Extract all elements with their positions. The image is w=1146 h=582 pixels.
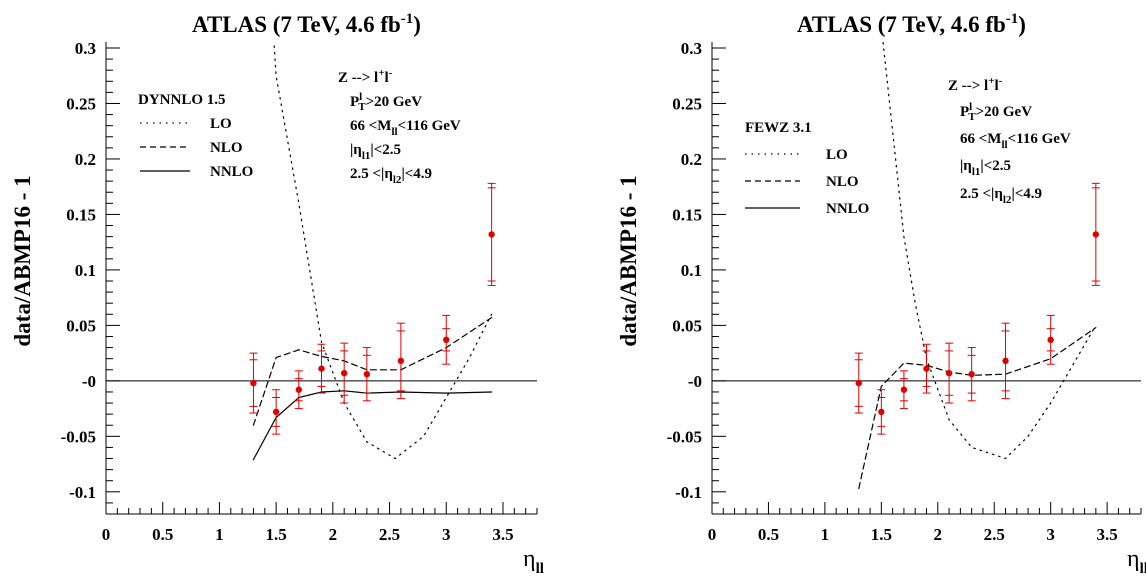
series-line-lo	[273, 42, 493, 460]
legend-title: DYNNLO 1.5	[138, 92, 226, 108]
y-tick-label: -0	[82, 372, 96, 391]
data-point	[1092, 231, 1100, 238]
data-point	[318, 365, 325, 372]
chart-panel-dynnlo: 0 0.5 1 1.5 2 2.5 3 3.5 0.3 0.25 0.2 0.15 0.1 0.05 -0 -…	[10, 11, 544, 577]
data-point	[878, 408, 885, 416]
chart-fewz: 0 0.5 1 1.5 2 2.5 3 3.5 0.3 0.25 0.2 0.15 0.1 0.05 -0 -…	[616, 11, 1146, 577]
chart-title: ATLAS (7 TeV, 4.6 fb-1)	[192, 11, 421, 37]
legend-label-nnlo: NNLO	[210, 164, 253, 180]
curves	[858, 42, 1097, 490]
x-tick-label: 3	[1046, 525, 1055, 544]
y-tick-label: 0.3	[681, 39, 702, 58]
legend-label-nnlo: NNLO	[826, 201, 869, 217]
y-tick-label: -0.1	[675, 483, 702, 502]
legend-label-lo: LO	[826, 147, 848, 163]
x-tick-label: 0.5	[152, 525, 173, 544]
series-line-lo	[882, 42, 1097, 460]
data-point	[1002, 357, 1009, 365]
data-point	[363, 371, 371, 378]
y-tick-label: 0.25	[66, 94, 96, 113]
data-point	[923, 365, 930, 372]
chart-title: ATLAS (7 TeV, 4.6 fb-1)	[797, 11, 1026, 37]
x-tick-label: 3.5	[492, 525, 513, 544]
data-point	[443, 336, 450, 344]
annotation-4: 2.5 <|ηl2|<4.9	[960, 186, 1042, 206]
y-tick-label: -0	[688, 372, 702, 391]
y-axis-label: data/ABMP16 - 1	[10, 175, 35, 346]
x-tick-label: 1	[215, 525, 224, 544]
annotation-4: 2.5 <|ηl2|<4.9	[350, 166, 432, 186]
y-tick-label: 0.05	[66, 316, 96, 335]
annotation-3: |ηl1|<2.5	[350, 142, 401, 162]
annotation-1: Pl T>20 GeV	[960, 101, 1032, 123]
data-point	[295, 386, 303, 393]
x-axis-label: ηll	[523, 546, 544, 577]
series-line-nlo	[858, 327, 1097, 490]
x-tick-label: 2.5	[379, 525, 400, 544]
data-point	[250, 379, 257, 387]
x-tick-label: 3	[442, 525, 451, 544]
legend-label-nlo: NLO	[826, 174, 859, 190]
plot-group: 0 0.5 1 1.5 2 2.5 3 3.5 0.3 0.25 0.2 0.15 0.1 0.05 -0 -…	[10, 11, 544, 577]
x-tick-label: 1.5	[871, 525, 892, 544]
annotation-2: 66 <Mll<116 GeV	[960, 131, 1071, 151]
annotation-1: Pl T>20 GeV	[350, 91, 422, 113]
data-point	[968, 371, 975, 378]
x-tick-label: 2	[934, 525, 943, 544]
curves	[252, 42, 493, 461]
y-tick-label: 0.1	[681, 261, 702, 280]
series-line-nnlo	[252, 390, 493, 461]
y-tick-label: 0.2	[75, 150, 96, 169]
data-point	[855, 379, 862, 387]
annotation-0: Z --> l+l-	[948, 75, 1003, 94]
x-tick-label: 0	[102, 525, 111, 544]
y-tick-label: 0.25	[672, 94, 702, 113]
y-tick-label: 0.3	[75, 39, 96, 58]
y-axis-label: data/ABMP16 - 1	[616, 175, 641, 346]
series-line-nlo	[252, 317, 493, 426]
annotation-0: Z --> l+l-	[338, 67, 393, 86]
x-tick-label: 1	[821, 525, 830, 544]
x-tick-label: 2.5	[984, 525, 1005, 544]
data-point	[397, 357, 405, 365]
x-tick-label: 2	[329, 525, 338, 544]
legend-label-nlo: NLO	[210, 140, 243, 156]
annotation-3: |ηl1|<2.5	[960, 158, 1011, 178]
y-tick-label: -0.1	[69, 483, 96, 502]
x-tick-label: 1.5	[266, 525, 287, 544]
data-point	[488, 231, 495, 238]
data-point	[340, 369, 348, 377]
legend-label-lo: LO	[210, 116, 232, 132]
x-tick-label: 0.5	[758, 525, 779, 544]
y-tick-label: 0.15	[672, 205, 702, 224]
y-tick-label: 0.2	[681, 150, 702, 169]
y-tick-label: 0.1	[75, 261, 96, 280]
data-point	[1047, 336, 1054, 344]
data-point	[900, 386, 908, 393]
data-point	[945, 369, 953, 377]
chart-dynnlo: 0 0.5 1 1.5 2 2.5 3 3.5 0.3 0.25 0.2 0.15 0.1 0.05 -0 -…	[10, 11, 544, 577]
y-tick-label: 0.15	[66, 205, 96, 224]
y-tick-label: -0.05	[667, 427, 702, 446]
chart-panel-fewz: 0 0.5 1 1.5 2 2.5 3 3.5 0.3 0.25 0.2 0.15 0.1 0.05 -0 -…	[573, 0, 1146, 582]
data-point	[272, 408, 280, 416]
plot-group: 0 0.5 1 1.5 2 2.5 3 3.5 0.3 0.25 0.2 0.15 0.1 0.05 -0 -…	[616, 11, 1146, 577]
x-tick-label: 0	[708, 525, 717, 544]
x-tick-label: 3.5	[1097, 525, 1118, 544]
legend-title: FEWZ 3.1	[745, 120, 812, 136]
x-axis-label: ηll	[1127, 546, 1146, 577]
y-tick-label: -0.05	[61, 427, 96, 446]
annotation-2: 66 <Mll<116 GeV	[350, 118, 461, 138]
y-tick-label: 0.05	[672, 316, 702, 335]
